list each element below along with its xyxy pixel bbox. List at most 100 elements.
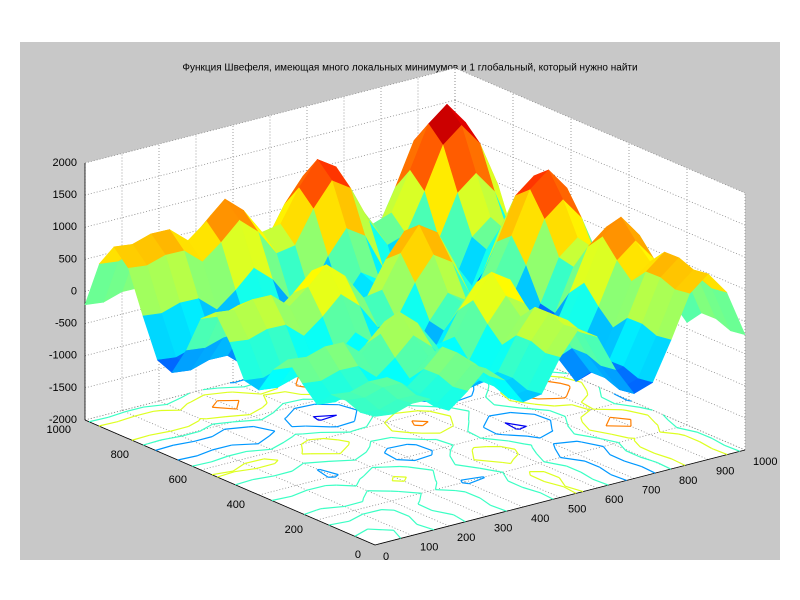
contour-line bbox=[580, 471, 593, 480]
contour-line bbox=[611, 433, 629, 439]
y-tick-label: 800 bbox=[111, 449, 129, 461]
contour-line bbox=[417, 503, 433, 511]
contour-line bbox=[549, 409, 566, 417]
contour-line bbox=[659, 431, 679, 435]
contour-line bbox=[328, 459, 356, 462]
contour-line bbox=[415, 444, 433, 452]
contour-line bbox=[249, 406, 263, 416]
contour-line bbox=[217, 471, 235, 478]
contour-line bbox=[118, 415, 135, 422]
contour-line bbox=[485, 396, 495, 406]
contour-line bbox=[487, 385, 490, 391]
contour-line bbox=[301, 439, 309, 445]
contour-line bbox=[323, 437, 338, 441]
contour-line bbox=[408, 515, 418, 525]
contour-line bbox=[610, 473, 627, 481]
contour-line bbox=[143, 403, 168, 408]
contour-line bbox=[543, 461, 567, 467]
contour-line bbox=[613, 393, 628, 401]
contour-line bbox=[411, 420, 429, 423]
contour-line bbox=[589, 429, 612, 435]
contour-line bbox=[536, 453, 545, 463]
contour-line bbox=[551, 429, 554, 432]
contour-line bbox=[351, 426, 367, 432]
contour-line bbox=[192, 461, 212, 467]
contour-line bbox=[355, 478, 361, 487]
contour-line bbox=[478, 436, 481, 439]
contour-line bbox=[170, 425, 189, 432]
contour-line bbox=[328, 520, 350, 526]
contour-line bbox=[654, 452, 672, 460]
contour-line bbox=[396, 459, 416, 462]
contour-line bbox=[262, 402, 268, 408]
contour-line bbox=[468, 477, 485, 485]
contour-line bbox=[467, 430, 479, 438]
y-tick-label: 600 bbox=[169, 474, 187, 486]
grid-line bbox=[84, 67, 456, 164]
contour-line bbox=[167, 435, 182, 440]
contour-line bbox=[552, 443, 556, 450]
contour-line bbox=[285, 408, 295, 419]
contour-line bbox=[384, 422, 393, 432]
contour-line bbox=[188, 420, 200, 427]
contour-line bbox=[554, 448, 561, 458]
contour-line bbox=[283, 435, 294, 443]
contour-line bbox=[568, 385, 571, 388]
contour-line bbox=[580, 417, 583, 423]
contour-line bbox=[623, 448, 627, 452]
contour-line bbox=[153, 409, 161, 412]
contour-line bbox=[391, 430, 410, 434]
z-tick-label: 500 bbox=[59, 253, 77, 265]
x-tick-label: 600 bbox=[605, 494, 623, 506]
contour-line bbox=[262, 394, 268, 404]
contour-line bbox=[624, 460, 642, 468]
contour-line bbox=[308, 437, 324, 441]
contour-line bbox=[401, 437, 426, 441]
contour-line bbox=[134, 410, 154, 417]
contour-line bbox=[506, 397, 511, 402]
contour-line bbox=[539, 492, 554, 500]
contour-line bbox=[586, 390, 589, 396]
x-tick-label: 900 bbox=[716, 465, 734, 477]
contour-line bbox=[449, 444, 454, 451]
contour-line bbox=[316, 508, 321, 511]
contour-line bbox=[639, 406, 653, 411]
contour-line bbox=[354, 528, 368, 537]
contour-line bbox=[417, 500, 421, 505]
contour-line bbox=[560, 382, 570, 387]
contour-line bbox=[565, 465, 582, 473]
contour-line bbox=[531, 408, 550, 412]
contour-line bbox=[618, 442, 625, 450]
contour-line bbox=[179, 403, 188, 411]
contour-line bbox=[584, 460, 601, 468]
contour-line bbox=[391, 436, 402, 440]
contour-line bbox=[166, 397, 182, 405]
contour-line bbox=[449, 415, 454, 426]
x-tick-label: 200 bbox=[457, 532, 475, 544]
contour-line bbox=[417, 410, 430, 412]
contour-line bbox=[173, 440, 194, 446]
contour-line bbox=[199, 429, 203, 432]
contour-line bbox=[626, 409, 648, 416]
contour-line bbox=[527, 435, 541, 439]
contour-line bbox=[502, 461, 511, 465]
contour-line bbox=[455, 464, 480, 469]
contour-line bbox=[362, 497, 365, 502]
contour-line bbox=[436, 438, 454, 446]
contour-line bbox=[372, 465, 400, 469]
contour-line bbox=[560, 456, 586, 462]
contour-line bbox=[500, 446, 516, 450]
y-tick-label: 0 bbox=[355, 549, 361, 561]
contour-line bbox=[336, 484, 357, 487]
contour-line bbox=[576, 440, 582, 443]
contour-line bbox=[186, 401, 192, 405]
contour-line bbox=[431, 509, 452, 515]
contour-line bbox=[387, 443, 408, 450]
contour-line bbox=[202, 387, 218, 391]
contour-line bbox=[274, 459, 279, 465]
contour-line bbox=[422, 421, 429, 427]
z-tick-label: 1500 bbox=[53, 189, 77, 201]
contour-line bbox=[602, 446, 611, 456]
contour-line bbox=[284, 391, 302, 396]
contour-line bbox=[257, 435, 270, 445]
